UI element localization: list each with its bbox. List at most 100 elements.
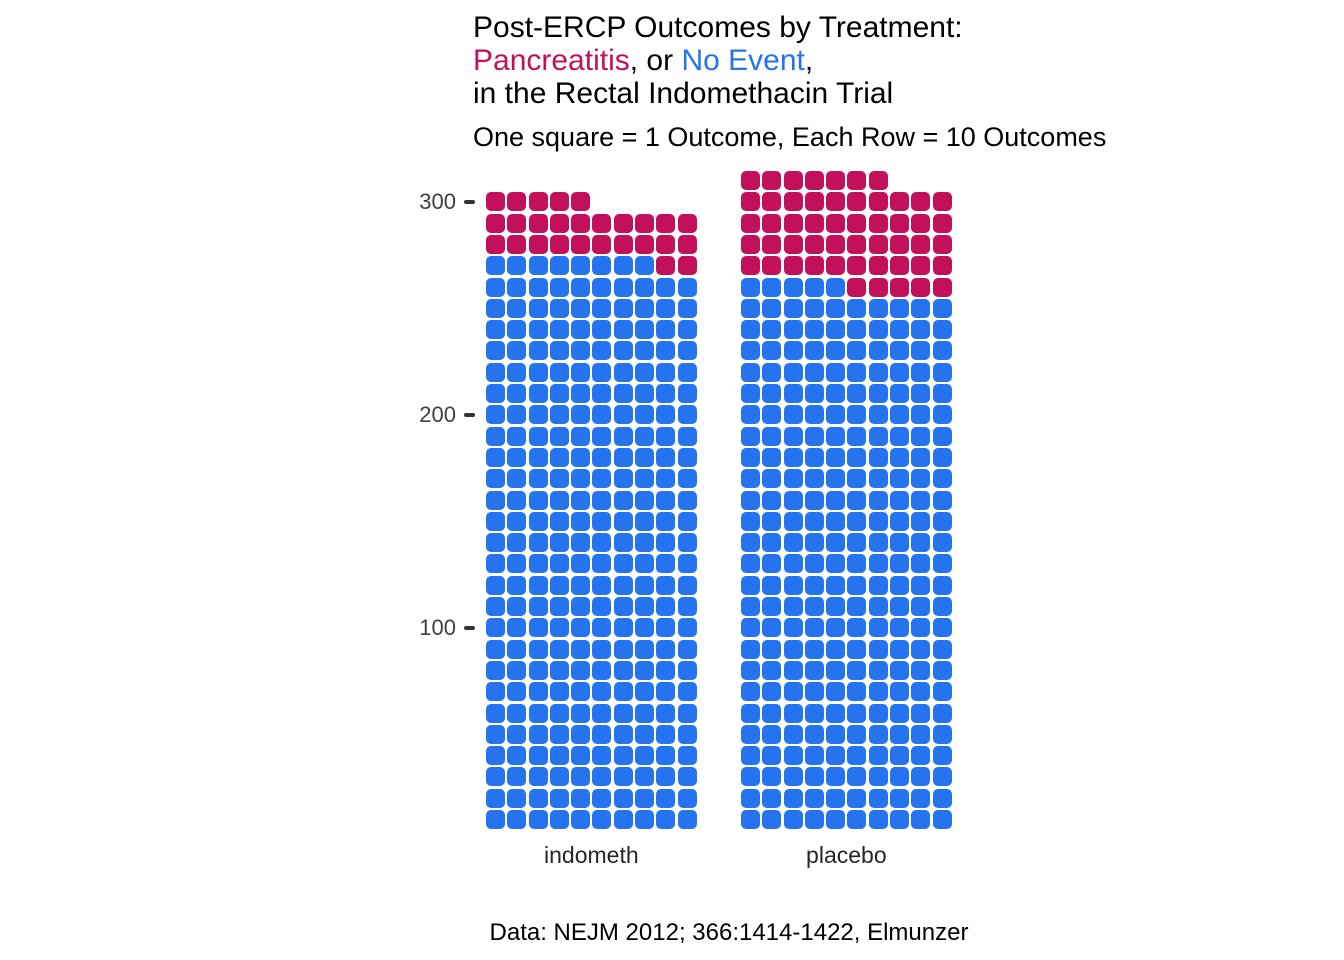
waffle-square-no-event [911,384,931,404]
waffle-square-no-event [613,575,633,595]
waffle-square-no-event [762,703,782,723]
waffle-square-no-event [783,639,803,659]
waffle-square-no-event [571,405,591,425]
waffle-square-no-event [741,447,760,467]
waffle-square-no-event [932,597,952,617]
waffle-square-no-event [613,810,633,829]
waffle-square-no-event [762,298,782,318]
title-word-no-event: No Event [681,44,805,77]
waffle-square-pancreatitis [932,234,952,254]
waffle-square-no-event [741,682,760,702]
waffle-square-no-event [783,426,803,446]
y-axis-tick-mark-100 [464,625,475,630]
waffle-square-no-event [762,384,782,404]
waffle-square-no-event [656,490,676,510]
waffle-square-no-event [847,682,867,702]
waffle-square-no-event [826,341,846,361]
waffle-square-no-event [528,597,548,617]
title-line2-end: , [804,44,814,77]
waffle-square-no-event [677,597,697,617]
waffle-square-no-event [656,703,676,723]
waffle-square-no-event [613,597,633,617]
waffle-square-no-event [826,511,846,531]
waffle-square-no-event [571,533,591,553]
waffle-square-no-event [826,746,846,766]
waffle-square-no-event [486,575,505,595]
waffle-square-no-event [868,724,888,744]
waffle-square-no-event [613,469,633,489]
waffle-square-no-event [890,660,910,680]
waffle-square-no-event [804,660,824,680]
chart-subtitle: One square = 1 Outcome, Each Row = 10 Ou… [473,122,1107,152]
waffle-square-no-event [571,256,591,276]
waffle-square-no-event [486,533,505,553]
waffle-square-no-event [571,575,591,595]
waffle-square-no-event [656,767,676,787]
waffle-square-pancreatitis [613,234,633,254]
waffle-square-no-event [741,277,760,297]
waffle-square-pancreatitis [890,277,910,297]
chart-title-line1-text: Post-ERCP Outcomes by Treatment: [473,11,963,44]
waffle-square-no-event [804,703,824,723]
waffle-square-empty [656,192,675,211]
waffle-square-pancreatitis [868,277,888,297]
waffle-square-no-event [826,426,846,446]
waffle-square-no-event [507,533,527,553]
waffle-square-no-event [932,575,952,595]
waffle-square-no-event [613,554,633,574]
waffle-square-no-event [677,447,697,467]
waffle-square-no-event [741,298,760,318]
waffle-square-no-event [549,660,569,680]
waffle-square-no-event [868,320,888,340]
waffle-square-no-event [507,597,527,617]
waffle-square-no-event [826,384,846,404]
waffle-square-no-event [847,746,867,766]
chart-title-line3: in the Rectal Indomethacin Trial [473,77,963,110]
y-axis-tick-label-100: 100 [419,614,456,640]
waffle-square-pancreatitis [847,192,867,212]
waffle-square-pancreatitis [868,213,888,233]
waffle-square-no-event [507,447,527,467]
waffle-square-no-event [677,554,697,574]
waffle-square-no-event [762,746,782,766]
waffle-square-pancreatitis [804,192,824,212]
waffle-square-no-event [549,810,569,829]
waffle-square-no-event [528,426,548,446]
waffle-square-no-event [507,469,527,489]
waffle-square-no-event [783,341,803,361]
waffle-square-no-event [890,405,910,425]
waffle-square-no-event [932,703,952,723]
waffle-square-no-event [528,724,548,744]
y-axis-tick-mark-200 [464,412,475,417]
waffle-square-no-event [890,298,910,318]
waffle-square-no-event [528,511,548,531]
waffle-square-pancreatitis [528,213,548,233]
waffle-square-no-event [571,554,591,574]
waffle-square-no-event [507,575,527,595]
title-line2-middle: , or [629,44,682,77]
waffle-square-no-event [847,597,867,617]
waffle-square-no-event [571,660,591,680]
waffle-square-no-event [762,554,782,574]
waffle-square-no-event [528,810,548,829]
waffle-square-no-event [635,362,655,382]
waffle-square-no-event [635,490,655,510]
waffle-square-pancreatitis [762,256,782,276]
waffle-square-no-event [656,341,676,361]
waffle-square-pancreatitis [656,213,676,233]
waffle-square-no-event [613,660,633,680]
waffle-square-no-event [528,746,548,766]
data-source-caption: Data: NEJM 2012; 366:1414-1422, Elmunzer [489,919,969,946]
waffle-square-no-event [486,618,505,638]
waffle-square-no-event [911,554,931,574]
waffle-square-no-event [804,810,824,829]
waffle-square-no-event [826,810,846,829]
waffle-square-no-event [890,511,910,531]
waffle-square-no-event [592,320,612,340]
waffle-square-no-event [804,384,824,404]
waffle-square-no-event [592,660,612,680]
waffle-square-no-event [656,554,676,574]
waffle-square-no-event [528,788,548,808]
waffle-square-no-event [741,575,760,595]
